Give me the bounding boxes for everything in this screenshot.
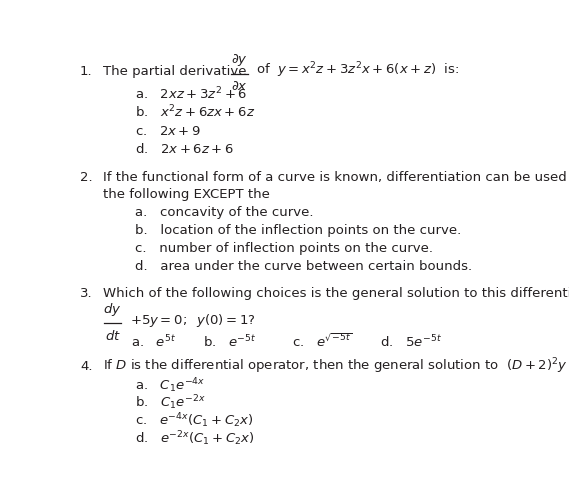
Text: a.   $C_1e^{-4x}$: a. $C_1e^{-4x}$ <box>135 376 205 395</box>
Text: c.   $e^{-4x}(C_1 + C_2x)$: c. $e^{-4x}(C_1 + C_2x)$ <box>135 412 254 430</box>
Text: d.   $2x + 6z + 6$: d. $2x + 6z + 6$ <box>135 142 234 156</box>
Text: d.   area under the curve between certain bounds.: d. area under the curve between certain … <box>135 260 472 273</box>
Text: b.   $C_1e^{-2x}$: b. $C_1e^{-2x}$ <box>135 394 206 413</box>
Text: $dy$: $dy$ <box>104 301 122 318</box>
Text: c.   number of inflection points on the curve.: c. number of inflection points on the cu… <box>135 242 433 255</box>
Text: a.   $e^{5t}$: a. $e^{5t}$ <box>131 334 176 350</box>
Text: $dt$: $dt$ <box>105 329 121 343</box>
Text: c.   $e^{\sqrt{-5t}}$: c. $e^{\sqrt{-5t}}$ <box>291 333 352 350</box>
Text: the following EXCEPT the: the following EXCEPT the <box>103 188 270 201</box>
Text: d.   $e^{-2x}(C_1 + C_2x)$: d. $e^{-2x}(C_1 + C_2x)$ <box>135 429 255 448</box>
Text: 4.: 4. <box>80 360 92 373</box>
Text: 1.: 1. <box>80 65 93 78</box>
Text: b.   $x^2z + 6zx + 6z$: b. $x^2z + 6zx + 6z$ <box>135 104 255 120</box>
Text: 3.: 3. <box>80 287 93 300</box>
Text: d.   $5e^{-5t}$: d. $5e^{-5t}$ <box>380 334 442 350</box>
Text: $\partial y$: $\partial y$ <box>230 52 248 68</box>
Text: of  $y = x^2z + 3z^2x + 6(x + z)$  is:: of $y = x^2z + 3z^2x + 6(x + z)$ is: <box>256 61 459 80</box>
Text: b.   location of the inflection points on the curve.: b. location of the inflection points on … <box>135 224 461 237</box>
Text: 2.: 2. <box>80 171 93 184</box>
Text: $+ 5y = 0;\;\; y(0) = 1$?: $+ 5y = 0;\;\; y(0) = 1$? <box>130 312 256 329</box>
Text: a.   $2xz + 3z^2 + 6$: a. $2xz + 3z^2 + 6$ <box>135 86 248 103</box>
Text: $\partial x$: $\partial x$ <box>231 80 248 93</box>
Text: b.   $e^{-5t}$: b. $e^{-5t}$ <box>204 334 257 350</box>
Text: If the functional form of a curve is known, differentiation can be used to deter: If the functional form of a curve is kno… <box>103 171 569 184</box>
Text: c.   $2x + 9$: c. $2x + 9$ <box>135 125 201 138</box>
Text: If $D$ is the differential operator, then the general solution to  $(D + 2)^2 y : If $D$ is the differential operator, the… <box>103 356 569 376</box>
Text: The partial derivative: The partial derivative <box>103 65 246 78</box>
Text: a.   concavity of the curve.: a. concavity of the curve. <box>135 206 314 219</box>
Text: Which of the following choices is the general solution to this differential equa: Which of the following choices is the ge… <box>103 287 569 300</box>
